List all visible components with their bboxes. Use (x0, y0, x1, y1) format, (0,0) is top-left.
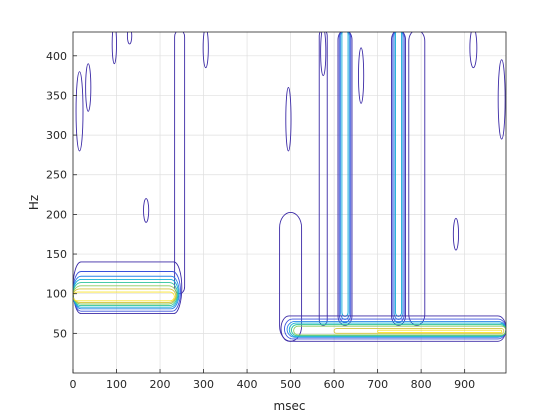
fundamental-band-contour-6 (333, 328, 505, 334)
fundamental-band-contour-0 (280, 315, 506, 342)
low-harmonic-band-contour-3 (73, 278, 179, 308)
contour-blob-4 (85, 63, 92, 112)
x-tick-label-5: 500 (280, 378, 301, 391)
streak-1-level-1 (392, 32, 405, 323)
y-tick-label-6: 350 (46, 89, 67, 102)
low-harmonic-band-contour-2 (73, 275, 180, 310)
y-tick-label-3: 200 (46, 208, 67, 221)
contour-blob-6 (320, 32, 327, 77)
low-harmonic-band-contour-7 (73, 291, 175, 302)
low-harmonic-band-contour-6 (73, 288, 177, 303)
contour-blob-10 (469, 32, 478, 69)
fundamental-band-contour-1 (284, 318, 506, 340)
streak-5-level-0 (408, 32, 426, 326)
x-tick-label-9: 900 (454, 378, 475, 391)
y-tick-label-4: 250 (46, 169, 67, 182)
y-axis-label: Hz (27, 195, 41, 210)
streak-1-level-0 (391, 32, 406, 326)
streak-3-level-0 (174, 32, 186, 295)
fundamental-band-contour-7 (377, 329, 503, 334)
streak-2-level-0 (318, 32, 328, 326)
contour-blob-5 (111, 32, 117, 65)
low-harmonic-band-contour-1 (73, 271, 181, 312)
y-tick-label-2: 150 (46, 248, 67, 261)
contour-blob-11 (126, 32, 133, 45)
x-tick-label-4: 400 (237, 378, 258, 391)
y-tick-label-0: 50 (53, 327, 67, 340)
fundamental-band-contour-3 (288, 322, 506, 337)
contour-blob-1 (452, 217, 460, 251)
axis-ticks: 0 100 200 300 400 500 600 700 800 900 50 100 150 200 2… (46, 50, 475, 391)
contour-blob-7 (358, 47, 365, 104)
low-harmonic-band-contour-4 (73, 282, 178, 307)
x-tick-label-6: 600 (324, 378, 345, 391)
streak-0-level-1 (338, 32, 352, 323)
contour-blob-2 (497, 59, 506, 140)
x-tick-label-1: 100 (106, 378, 127, 391)
fundamental-band-contour-2 (286, 321, 506, 338)
x-tick-label-3: 300 (193, 378, 214, 391)
x-tick-label-8: 800 (411, 378, 432, 391)
streak-0-level-0 (337, 32, 353, 326)
y-tick-label-7: 400 (46, 50, 67, 63)
low-harmonic-band-contour-5 (73, 285, 178, 305)
contour-blob-9 (202, 32, 209, 69)
plot-frame (72, 31, 507, 374)
y-tick-label-1: 100 (46, 288, 67, 301)
streak-0-level-3 (341, 32, 349, 317)
x-axis-label: msec (274, 399, 306, 413)
x-tick-label-0: 0 (70, 378, 77, 391)
contour-blob-8 (285, 87, 292, 152)
streak-1-level-3 (394, 32, 403, 317)
contour-blob-0 (143, 198, 150, 223)
low-harmonic-band-contour-0 (73, 261, 183, 314)
x-tick-label-2: 200 (150, 378, 171, 391)
contour-blob-3 (75, 71, 84, 152)
y-tick-label-5: 300 (46, 129, 67, 142)
x-tick-label-7: 700 (367, 378, 388, 391)
contour-layer (73, 32, 506, 342)
fundamental-band-contour-5 (293, 325, 506, 336)
